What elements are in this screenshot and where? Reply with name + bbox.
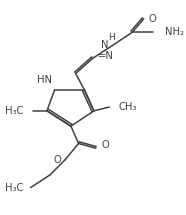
Text: O: O — [149, 14, 156, 24]
Text: H₃C: H₃C — [5, 106, 23, 116]
Text: H: H — [108, 33, 115, 42]
Text: CH₃: CH₃ — [119, 102, 137, 112]
Text: NH₂: NH₂ — [165, 27, 184, 37]
Text: O: O — [54, 155, 61, 165]
Text: H₃C: H₃C — [5, 183, 23, 194]
Text: HN: HN — [37, 75, 52, 85]
Text: O: O — [102, 140, 109, 150]
Text: =N: =N — [98, 51, 114, 61]
Text: N: N — [101, 40, 108, 50]
